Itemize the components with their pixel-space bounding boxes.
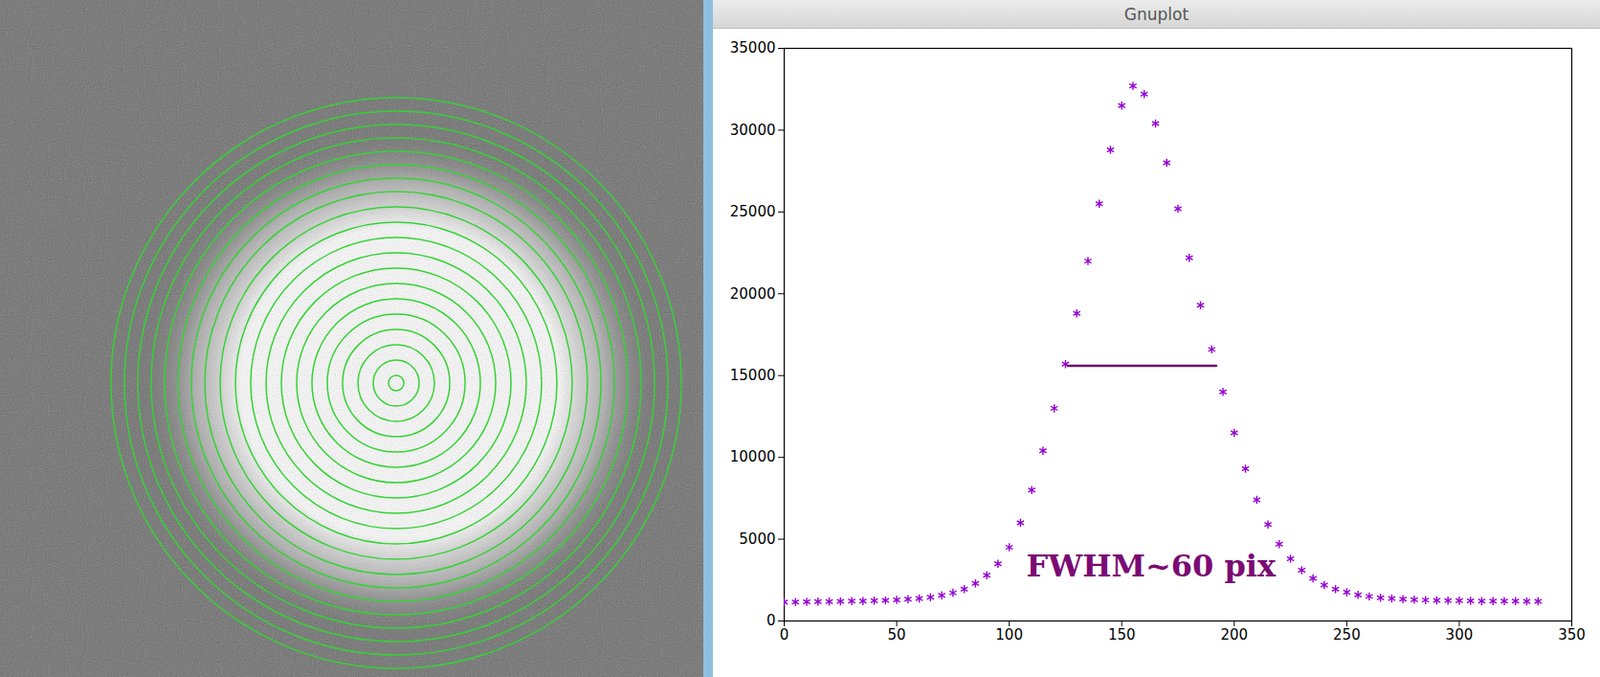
svg-text:0: 0: [766, 611, 777, 629]
svg-text:200: 200: [1220, 625, 1248, 644]
svg-text:0: 0: [779, 625, 790, 644]
svg-text:20000: 20000: [730, 285, 777, 303]
svg-text:300: 300: [1445, 625, 1474, 644]
svg-text:10000: 10000: [730, 447, 777, 466]
svg-text:FWHM~60 pix: FWHM~60 pix: [1026, 547, 1277, 584]
svg-text:35000: 35000: [730, 39, 777, 57]
svg-text:100: 100: [995, 625, 1023, 644]
svg-text:30000: 30000: [730, 121, 777, 139]
svg-text:25000: 25000: [730, 202, 777, 221]
svg-text:250: 250: [1333, 625, 1361, 644]
svg-text:15000: 15000: [730, 366, 777, 384]
svg-text:350: 350: [1557, 625, 1586, 644]
svg-text:50: 50: [888, 625, 907, 644]
svg-text:5000: 5000: [738, 530, 776, 548]
svg-text:150: 150: [1108, 625, 1136, 644]
html-text:Gnuplot: Gnuplot: [1124, 4, 1189, 24]
